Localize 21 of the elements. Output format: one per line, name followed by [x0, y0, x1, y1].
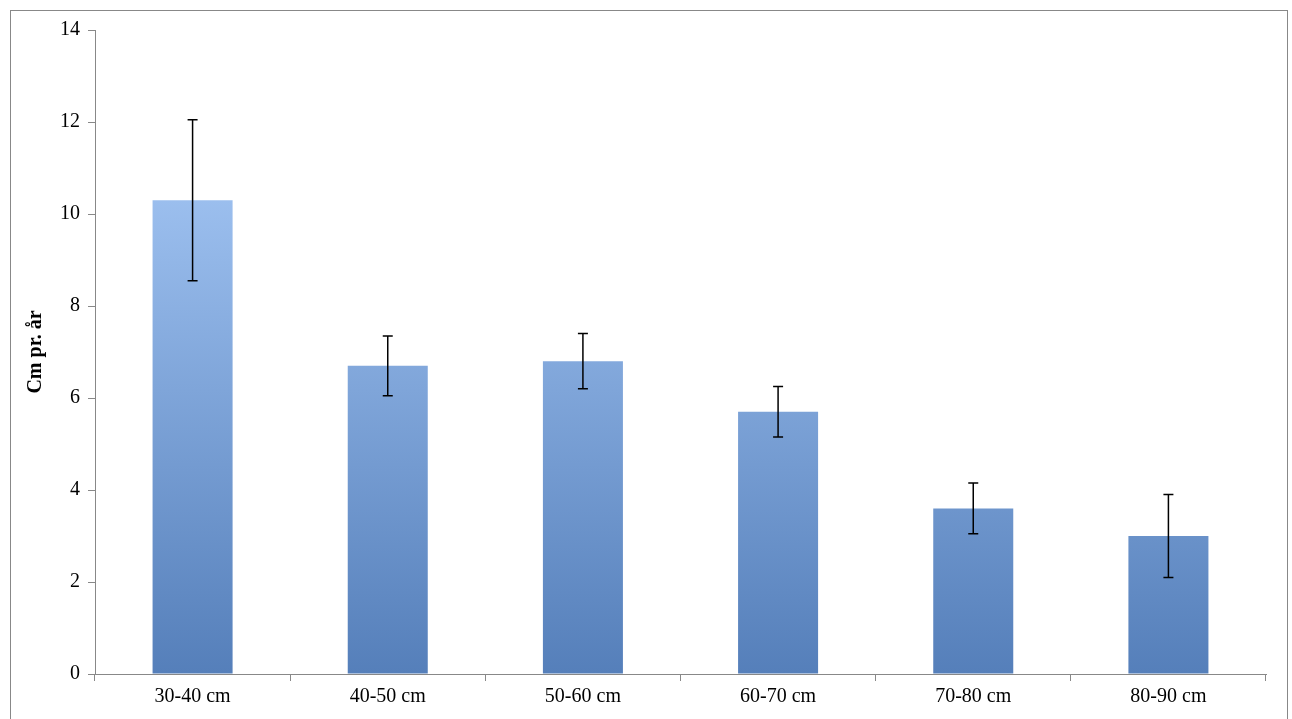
- y-tick-label: 12: [60, 109, 80, 132]
- bar: [933, 508, 1014, 674]
- y-tick-label: 8: [70, 293, 80, 316]
- y-tick-label: 0: [70, 661, 80, 684]
- bar: [1128, 536, 1209, 674]
- x-tick-label: 70-80 cm: [935, 684, 1012, 707]
- y-tick-label: 10: [60, 201, 80, 224]
- bar: [152, 200, 233, 674]
- bar: [738, 411, 819, 674]
- x-tick-label: 40-50 cm: [349, 684, 427, 707]
- bar: [542, 361, 623, 674]
- y-tick-label: 4: [70, 477, 80, 500]
- y-tick-label: 14: [60, 17, 80, 40]
- x-tick-label: 80-90 cm: [1130, 684, 1207, 707]
- y-tick-label: 6: [70, 385, 80, 408]
- y-axis-title: Cm pr. år: [23, 310, 47, 394]
- x-tick-label: 30-40 cm: [154, 684, 232, 707]
- y-tick-label: 2: [70, 569, 80, 592]
- x-tick-label: 50-60 cm: [544, 684, 622, 707]
- bar: [347, 365, 428, 674]
- x-tick-label: 60-70 cm: [740, 684, 817, 707]
